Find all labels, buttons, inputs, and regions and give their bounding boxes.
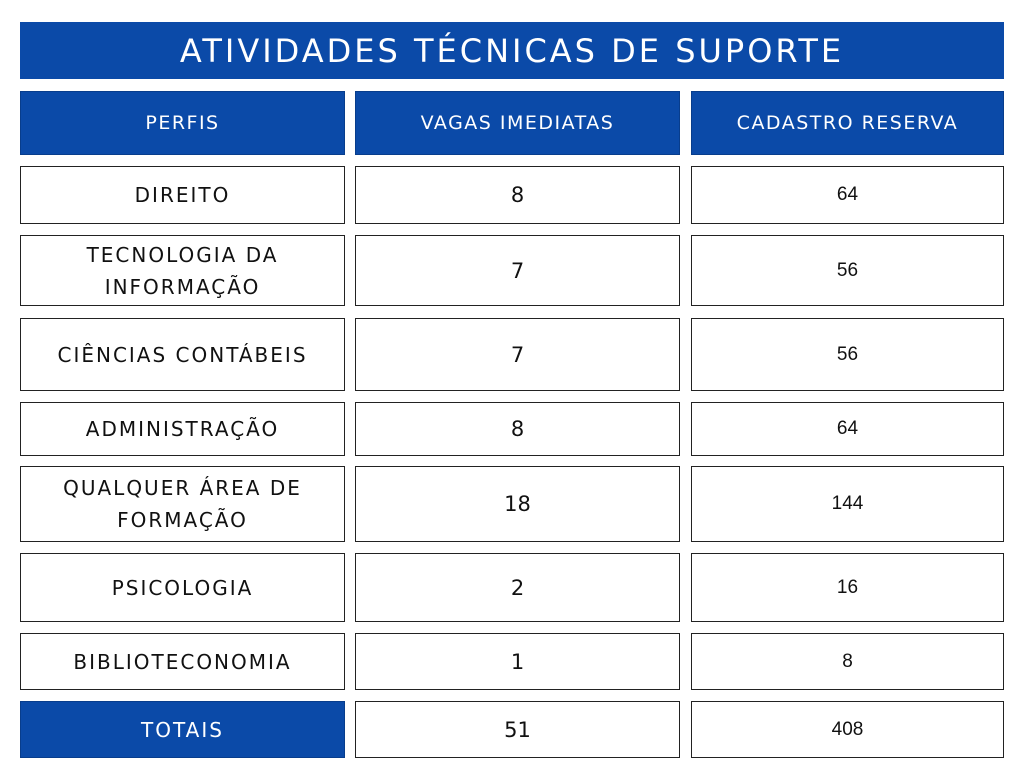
table-cell: 18	[355, 466, 680, 542]
table-cell: DIREITO	[20, 166, 345, 224]
table-cell: ADMINISTRAÇÃO	[20, 402, 345, 456]
table-cell: QUALQUER ÁREA DE FORMAÇÃO	[20, 466, 345, 542]
table-cell: 16	[691, 553, 1004, 622]
table-cell: 64	[691, 402, 1004, 456]
table-cell: 8	[691, 633, 1004, 690]
table-cell: 7	[355, 318, 680, 391]
header-cell: CADASTRO RESERVA	[691, 91, 1004, 155]
header-cell: PERFIS	[20, 91, 345, 155]
totals-cell: 408	[691, 701, 1004, 758]
table-cell: 144	[691, 466, 1004, 542]
totals-cell: 51	[355, 701, 680, 758]
table-cell: 2	[355, 553, 680, 622]
table-cell: 56	[691, 235, 1004, 306]
table-cell: 8	[355, 402, 680, 456]
totals-cell: TOTAIS	[20, 701, 345, 758]
table-cell: 64	[691, 166, 1004, 224]
table-cell: 7	[355, 235, 680, 306]
table-cell: CIÊNCIAS CONTÁBEIS	[20, 318, 345, 391]
table-cell: TECNOLOGIA DA INFORMAÇÃO	[20, 235, 345, 306]
title: ATIVIDADES TÉCNICAS DE SUPORTE	[20, 22, 1004, 79]
table-cell: PSICOLOGIA	[20, 553, 345, 622]
header-cell: VAGAS IMEDIATAS	[355, 91, 680, 155]
table-cell: BIBLIOTECONOMIA	[20, 633, 345, 690]
table-cell: 56	[691, 318, 1004, 391]
table-cell: 8	[355, 166, 680, 224]
table-cell: 1	[355, 633, 680, 690]
